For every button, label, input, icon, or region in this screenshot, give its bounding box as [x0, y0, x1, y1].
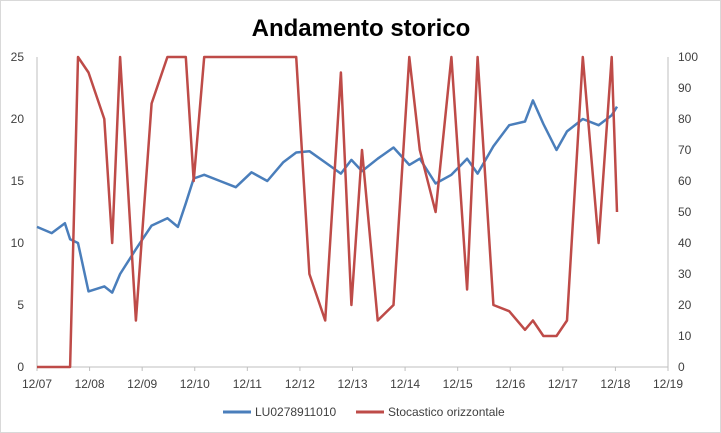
y-right-tick-label: 90	[678, 81, 692, 95]
y-right-tick-label: 70	[678, 143, 692, 157]
x-tick-label: 12/15	[443, 377, 473, 391]
y-left-tick-label: 20	[11, 112, 25, 126]
legend-label: LU0278911010	[255, 405, 337, 419]
legend: LU0278911010 Stocastico orizzontale	[223, 405, 505, 419]
x-tick-label: 12/19	[653, 377, 683, 391]
y-right-tick-label: 0	[678, 360, 685, 374]
x-tick-label: 12/13	[337, 377, 367, 391]
y-right-tick-label: 100	[678, 50, 698, 64]
chart-title: Andamento storico	[252, 15, 471, 42]
y-right-tick-label: 10	[678, 329, 692, 343]
y-left-tick-label: 0	[17, 360, 24, 374]
series-line-0	[36, 99, 619, 294]
x-tick-label: 12/17	[548, 377, 578, 391]
y-left-tick-label: 10	[11, 236, 25, 250]
axes: 0 5 10 15 20 25 0 10 20 30 40 50 60 70 80 90 100 12/07 12/…	[11, 50, 699, 391]
y-left-tick-label: 5	[17, 298, 24, 312]
x-tick-label: 12/12	[285, 377, 315, 391]
legend-entry: LU0278911010	[223, 405, 337, 419]
y-right-tick-label: 20	[678, 298, 692, 312]
x-tick-label: 12/10	[180, 377, 210, 391]
y-right-tick-label: 40	[678, 236, 692, 250]
x-tick-label: 12/11	[233, 377, 262, 391]
y-right-tick-label: 60	[678, 174, 692, 188]
x-tick-label: 12/14	[390, 377, 420, 391]
y-left-tick-label: 15	[11, 174, 25, 188]
legend-label: Stocastico orizzontale	[388, 405, 505, 419]
y-left-tick-label: 25	[11, 50, 25, 64]
legend-entry: Stocastico orizzontale	[356, 405, 505, 419]
y-right-tick-label: 30	[678, 267, 692, 281]
series-line-1	[37, 55, 619, 369]
x-tick-label: 12/16	[495, 377, 525, 391]
x-tick-label: 12/07	[22, 377, 52, 391]
x-tick-label: 12/18	[600, 377, 630, 391]
series-layer	[36, 55, 619, 369]
y-right-tick-label: 50	[678, 205, 692, 219]
x-tick-label: 12/09	[127, 377, 157, 391]
y-right-tick-label: 80	[678, 112, 692, 126]
x-tick-label: 12/08	[75, 377, 105, 391]
